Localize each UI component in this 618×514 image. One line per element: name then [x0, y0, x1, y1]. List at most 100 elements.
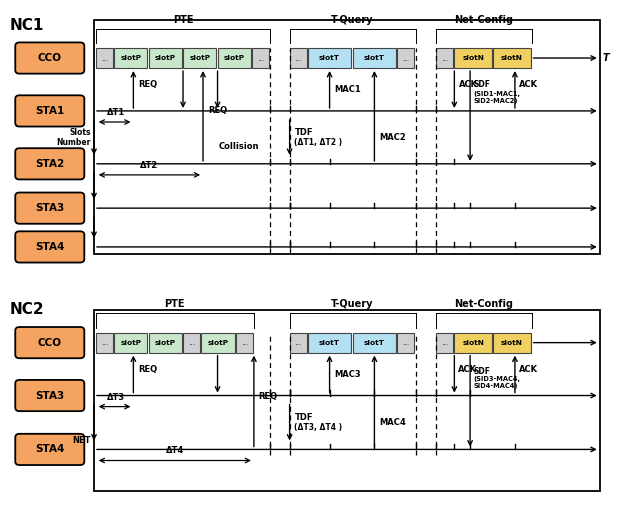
Text: ΔT3: ΔT3: [108, 393, 125, 401]
Text: MAC3: MAC3: [334, 370, 361, 379]
Text: slotP: slotP: [120, 55, 141, 61]
Text: NC1: NC1: [9, 17, 44, 33]
FancyBboxPatch shape: [15, 43, 84, 74]
Text: slotT: slotT: [319, 340, 340, 345]
Bar: [96, 333, 112, 353]
Text: SID2-MAC2): SID2-MAC2): [474, 98, 519, 104]
Bar: [454, 333, 492, 353]
Text: slotN: slotN: [501, 55, 523, 61]
Text: slotT: slotT: [319, 55, 340, 61]
Text: (ΔT3, ΔT4 ): (ΔT3, ΔT4 ): [294, 423, 342, 432]
Text: PTE: PTE: [164, 299, 185, 309]
Text: slotP: slotP: [208, 340, 229, 345]
Text: Slots: Slots: [69, 128, 91, 137]
Text: ...: ...: [188, 338, 195, 347]
Text: slotP: slotP: [154, 340, 176, 345]
Text: ACK: ACK: [459, 80, 478, 89]
Text: MAC1: MAC1: [334, 85, 361, 94]
Text: slotP: slotP: [120, 340, 141, 345]
Text: ΔT1: ΔT1: [108, 108, 125, 117]
Text: slotP: slotP: [189, 55, 210, 61]
Text: slotT: slotT: [364, 55, 385, 61]
Bar: [183, 48, 216, 68]
Text: ...: ...: [101, 53, 108, 63]
Text: REQ: REQ: [208, 106, 227, 116]
Text: ...: ...: [240, 338, 248, 347]
Bar: [148, 48, 182, 68]
Text: ACK: ACK: [458, 364, 477, 374]
Text: Net-Config: Net-Config: [454, 15, 514, 25]
Text: STA4: STA4: [35, 445, 64, 454]
Text: ...: ...: [101, 338, 108, 347]
Bar: [353, 333, 396, 353]
Text: ...: ...: [441, 338, 448, 347]
Bar: [397, 333, 415, 353]
FancyBboxPatch shape: [15, 148, 84, 179]
Text: T-Query: T-Query: [331, 15, 374, 25]
Text: ΔT2: ΔT2: [140, 161, 159, 170]
Text: slotN: slotN: [462, 340, 484, 345]
Text: slotT: slotT: [364, 340, 385, 345]
Bar: [308, 48, 352, 68]
Text: TDF: TDF: [294, 413, 313, 422]
Text: ...: ...: [257, 53, 264, 63]
Bar: [290, 333, 307, 353]
Text: slotN: slotN: [462, 55, 484, 61]
Text: REQ: REQ: [138, 364, 158, 374]
Text: Net-Config: Net-Config: [454, 299, 514, 309]
Bar: [353, 48, 396, 68]
Bar: [454, 48, 492, 68]
Bar: [252, 48, 269, 68]
Bar: [183, 333, 200, 353]
Text: (SID1-MAC1,: (SID1-MAC1,: [474, 90, 521, 97]
Text: CCO: CCO: [38, 338, 62, 347]
Text: CCO: CCO: [38, 53, 62, 63]
Text: ΔT4: ΔT4: [166, 447, 184, 455]
Bar: [493, 48, 531, 68]
Text: NET: NET: [72, 436, 91, 445]
Text: ...: ...: [295, 53, 302, 63]
Text: T: T: [603, 53, 609, 63]
Bar: [290, 48, 307, 68]
FancyBboxPatch shape: [15, 327, 84, 358]
Text: PTE: PTE: [173, 15, 193, 25]
Text: ...: ...: [295, 338, 302, 347]
Text: ...: ...: [441, 53, 448, 63]
Bar: [235, 333, 253, 353]
Text: NC2: NC2: [9, 302, 44, 317]
Text: STA4: STA4: [35, 242, 64, 252]
Text: MAC2: MAC2: [379, 133, 406, 142]
Text: SDF: SDF: [474, 367, 491, 376]
Text: SDF: SDF: [474, 80, 491, 89]
Bar: [114, 333, 147, 353]
Bar: [436, 48, 453, 68]
Bar: [96, 48, 112, 68]
Text: slotN: slotN: [501, 340, 523, 345]
Text: STA2: STA2: [35, 159, 64, 169]
FancyBboxPatch shape: [15, 434, 84, 465]
Text: Number: Number: [57, 138, 91, 147]
Text: (ΔT1, ΔT2 ): (ΔT1, ΔT2 ): [294, 138, 342, 147]
Text: slotP: slotP: [154, 55, 176, 61]
Bar: [436, 333, 453, 353]
Bar: [308, 333, 352, 353]
Text: REQ: REQ: [138, 80, 158, 89]
Text: ACK: ACK: [519, 364, 538, 374]
Text: STA3: STA3: [35, 391, 64, 400]
Bar: [493, 333, 531, 353]
Text: TDF: TDF: [294, 128, 313, 137]
Bar: [201, 333, 234, 353]
Text: Collision: Collision: [219, 142, 260, 151]
FancyBboxPatch shape: [15, 380, 84, 411]
Bar: [397, 48, 415, 68]
Text: (SID3-MAC4,: (SID3-MAC4,: [474, 376, 521, 382]
Text: MAC4: MAC4: [379, 418, 406, 427]
Text: STA3: STA3: [35, 203, 64, 213]
FancyBboxPatch shape: [15, 95, 84, 126]
Bar: [94, 20, 599, 254]
Text: ...: ...: [402, 338, 410, 347]
Bar: [114, 48, 147, 68]
Text: T-Query: T-Query: [331, 299, 374, 309]
Text: slotP: slotP: [224, 55, 245, 61]
Bar: [148, 333, 182, 353]
